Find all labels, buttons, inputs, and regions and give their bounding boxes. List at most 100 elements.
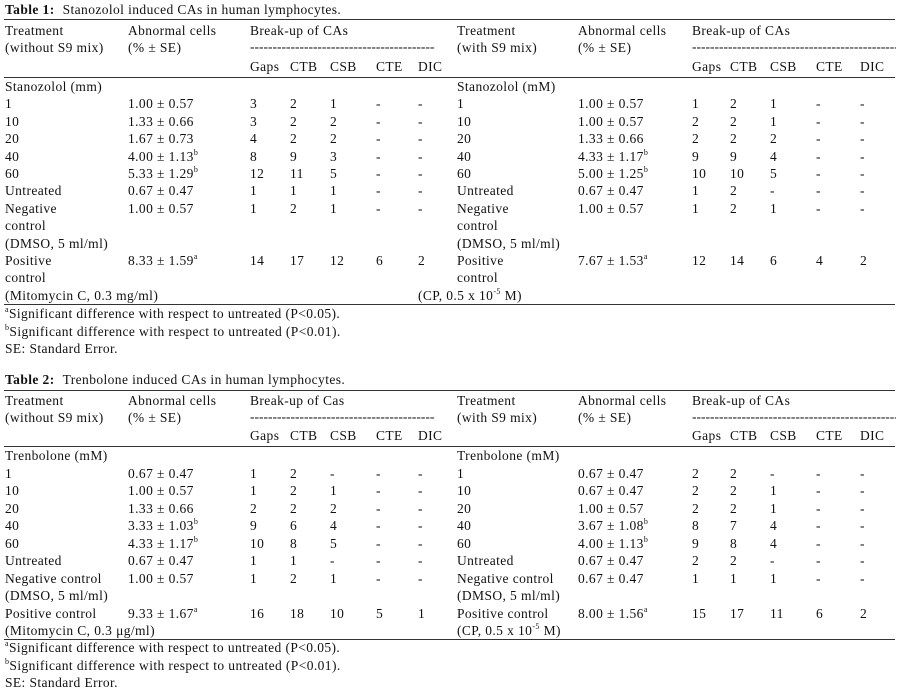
treatment-cell: control <box>5 217 46 234</box>
abnormal-cells-value: 8.33 ± 1.59a <box>128 252 198 269</box>
count-ctb: 17 <box>730 605 745 621</box>
treatment-text: control <box>457 218 499 234</box>
footnote-text: Significant difference with respect to u… <box>9 657 341 673</box>
count-csb: - <box>330 465 335 481</box>
count-ctb: 2 <box>290 465 298 481</box>
count-dic: - <box>860 553 865 568</box>
treatment-text: (DMSO, 5 ml/ml) <box>5 588 109 603</box>
count-gaps: 1 <box>250 465 258 481</box>
treatment-text: 40 <box>457 518 472 533</box>
treatment-text: (DMSO, 5 ml/ml) <box>457 235 561 251</box>
value-text: 0.67 ± 0.47 <box>128 183 194 199</box>
count-dic: - <box>860 113 865 129</box>
table-caption: Trenbolone induced CAs in human lymphocy… <box>62 372 346 387</box>
count-dic: - <box>418 113 423 129</box>
count-gaps: 10 <box>692 166 707 181</box>
treatment-cell: (CP, 0.5 x 10-5 M) <box>418 287 522 304</box>
significance-marker: b <box>193 165 199 174</box>
count-gaps: 8 <box>692 518 700 533</box>
count-cte: - <box>816 500 821 516</box>
value-text: 0.67 ± 0.47 <box>128 465 194 481</box>
significance-marker: a <box>193 604 198 614</box>
footnote-marker: a <box>5 305 9 314</box>
value-text: 0.67 ± 0.47 <box>578 483 644 498</box>
abnormal-cells-value: 1.33 ± 0.66 <box>128 500 194 517</box>
count-csb: 1 <box>770 570 778 586</box>
count-dic: - <box>860 148 865 164</box>
count-cte: - <box>816 535 821 551</box>
abnormal-cells-value: 7.67 ± 1.53a <box>578 252 648 269</box>
treatment-cell: 40 <box>457 517 471 534</box>
value-text: 1.00 ± 0.57 <box>128 96 194 112</box>
treatment-cell: Positive <box>5 252 52 269</box>
column-header-gaps: Gaps <box>692 428 722 443</box>
abnormal-cells-value: 0.67 ± 0.47 <box>128 552 194 569</box>
treatment-text: 10 <box>5 113 20 129</box>
treatment-text: Positive <box>457 253 504 268</box>
abnormal-cells-subheader: (% ± SE) <box>128 410 182 425</box>
count-ctb: 2 <box>290 570 298 586</box>
count-dic: - <box>418 518 423 533</box>
treatment-cell: 10 <box>5 482 19 499</box>
count-cte: - <box>376 200 381 216</box>
count-gaps: 3 <box>250 96 258 112</box>
abnormal-cells-header: Abnormal cells <box>578 393 667 408</box>
left-half: Treatment (without S9 mix) Abnormal cells (… <box>0 0 450 370</box>
significance-marker: b <box>643 147 649 157</box>
count-csb: 5 <box>770 166 778 181</box>
count-dic: - <box>860 200 865 216</box>
table-title: Table 2: Trenbolone induced CAs in human … <box>5 372 345 388</box>
abnormal-cells-header: Abnormal cells <box>128 23 217 38</box>
footnote: bSignificant difference with respect to … <box>5 657 341 675</box>
count-dic: - <box>418 553 423 568</box>
column-header-ctb: CTB <box>290 428 318 443</box>
value-text: 3.67 ± 1.08 <box>578 518 644 533</box>
count-cte: - <box>376 500 381 516</box>
treatment-text: 20 <box>457 500 472 516</box>
value-text: 4.33 ± 1.17 <box>578 148 644 164</box>
count-dic: 2 <box>860 253 868 268</box>
treatment-subheader: (with S9 mix) <box>457 410 538 425</box>
significance-marker: b <box>193 147 199 157</box>
treatment-text: 20 <box>5 131 20 147</box>
count-cte: - <box>376 553 381 568</box>
treatment-cell: Negative <box>457 200 509 217</box>
count-ctb: 14 <box>730 253 745 268</box>
count-gaps: 15 <box>692 605 707 621</box>
count-ctb: 2 <box>290 500 298 516</box>
count-gaps: 1 <box>250 200 258 216</box>
column-header-cte: CTE <box>376 59 403 74</box>
count-ctb: 9 <box>290 148 298 164</box>
value-text: 5.00 ± 1.25 <box>578 166 644 181</box>
count-cte: - <box>816 183 821 199</box>
count-cte: - <box>816 131 821 147</box>
count-csb: 1 <box>330 570 338 586</box>
breakup-header: Break-up of CAs <box>692 23 791 38</box>
count-ctb: 2 <box>730 96 738 112</box>
treatment-cell: 1 <box>5 95 12 112</box>
count-csb: 2 <box>330 131 338 147</box>
column-header-gaps: Gaps <box>250 59 280 74</box>
treatment-header: Treatment <box>5 23 64 38</box>
exponent: -5 <box>532 622 540 631</box>
count-cte: 4 <box>816 253 824 268</box>
abnormal-cells-subheader: (% ± SE) <box>578 40 632 55</box>
footnote-text: SE: Standard Error. <box>5 675 118 690</box>
treatment-cell: 1 <box>5 465 12 482</box>
significance-marker: a <box>643 604 648 614</box>
count-gaps: 2 <box>250 500 258 516</box>
dashed-divider: ----------------------------------------… <box>692 409 896 424</box>
count-cte: 6 <box>816 605 824 621</box>
significance-marker: b <box>643 534 649 544</box>
column-header-gaps: Gaps <box>692 59 722 74</box>
count-csb: 4 <box>770 535 778 551</box>
value-text: 1.00 ± 0.57 <box>128 570 194 586</box>
count-ctb: 2 <box>290 200 298 216</box>
exponent: -5 <box>493 286 501 296</box>
value-text: 0.67 ± 0.47 <box>578 553 644 568</box>
count-gaps: 2 <box>692 131 700 147</box>
count-dic: - <box>860 131 865 147</box>
count-ctb: 2 <box>730 465 738 481</box>
treatment-text: Untreated <box>457 183 514 199</box>
count-cte: 6 <box>376 253 384 268</box>
